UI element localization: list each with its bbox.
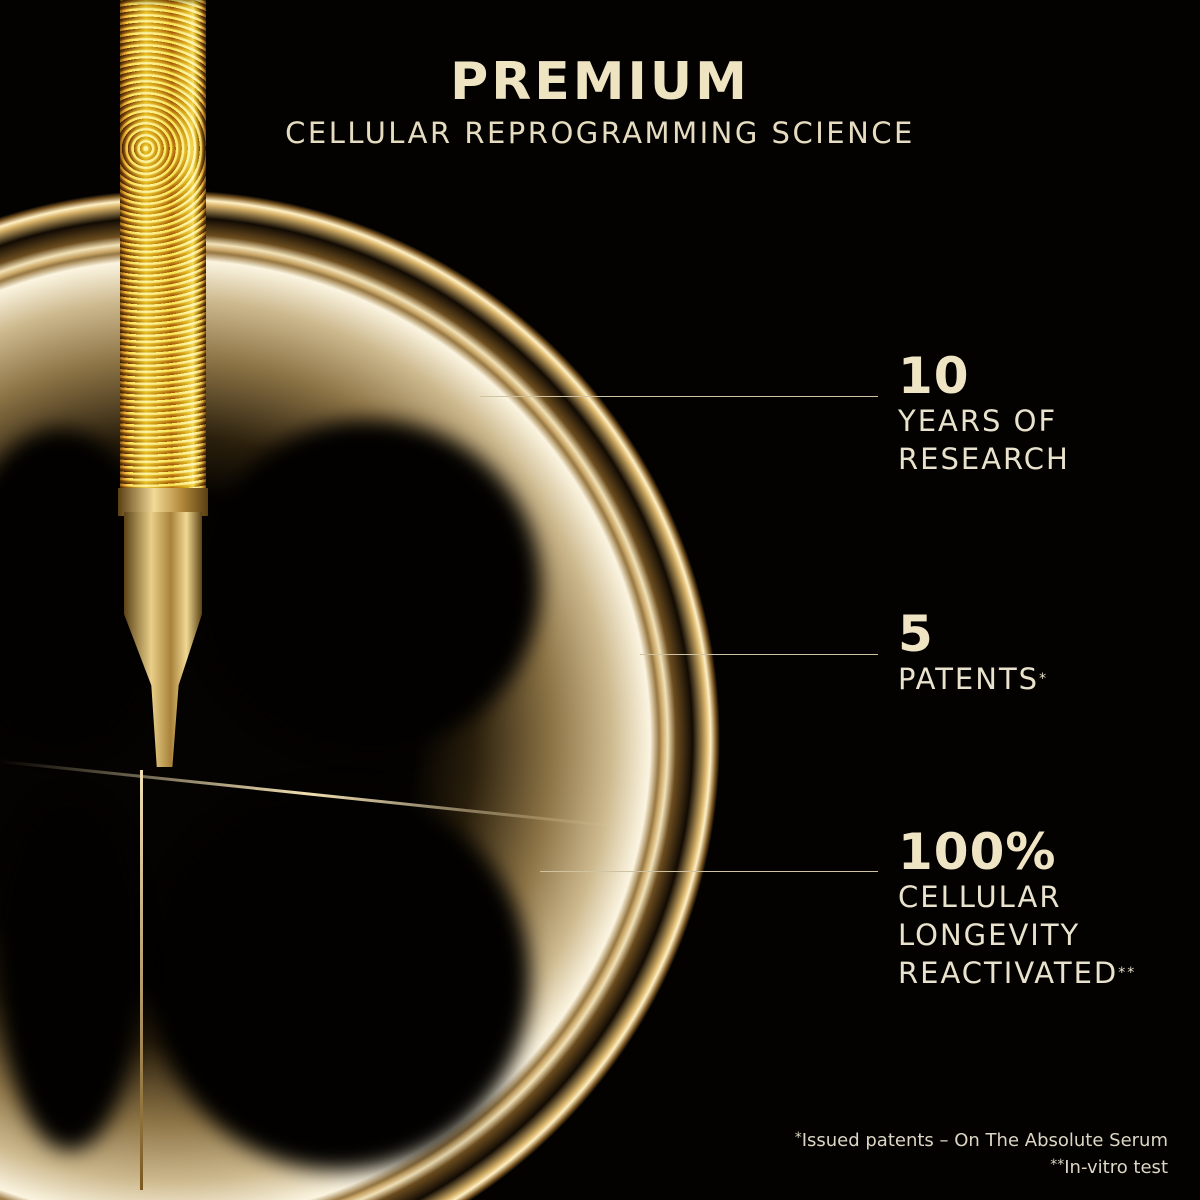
footnote-mark: **	[1118, 965, 1137, 981]
dark-cell-area	[150, 790, 530, 1170]
callout-line	[540, 871, 878, 872]
dropper-collar	[118, 488, 208, 516]
serum-channel	[140, 770, 143, 1190]
stat-label: YEARS OF	[898, 404, 1058, 438]
dropper-pipette	[120, 0, 206, 495]
footnote-mark: *	[1039, 671, 1049, 687]
footnote-invitro: **In-vitro test	[1050, 1157, 1168, 1178]
stat-value: 100%	[898, 823, 1057, 881]
stat-patents: 5 PATENTS*	[898, 608, 1048, 698]
footnote-text: In-vitro test	[1064, 1157, 1168, 1178]
stat-label: LONGEVITY	[898, 918, 1081, 952]
stat-value: 5	[898, 605, 934, 663]
dark-cell-area	[200, 420, 540, 750]
page-title: PREMIUM	[450, 52, 750, 112]
footnote-text: Issued patents – On The Absolute Serum	[801, 1130, 1168, 1151]
stat-years-research: 10 YEARS OF RESEARCH	[898, 350, 1070, 478]
footnote-patents: *Issued patents – On The Absolute Serum	[795, 1130, 1168, 1151]
dropper-tip	[124, 512, 202, 767]
stat-value: 10	[898, 347, 970, 405]
stat-label: RESEARCH	[898, 442, 1070, 476]
footnote-mark: *	[794, 1130, 802, 1146]
callout-line	[640, 654, 878, 655]
footnote-mark: **	[1050, 1157, 1065, 1173]
stat-label: CELLULAR	[898, 880, 1062, 914]
stat-label: PATENTS	[898, 662, 1040, 696]
dark-cell-area	[0, 800, 140, 1150]
stat-cellular-longevity: 100% CELLULAR LONGEVITY REACTIVATED**	[898, 826, 1136, 992]
callout-line	[480, 396, 878, 397]
stat-label: REACTIVATED	[898, 956, 1119, 990]
page-subtitle: CELLULAR REPROGRAMMING SCIENCE	[285, 116, 915, 150]
